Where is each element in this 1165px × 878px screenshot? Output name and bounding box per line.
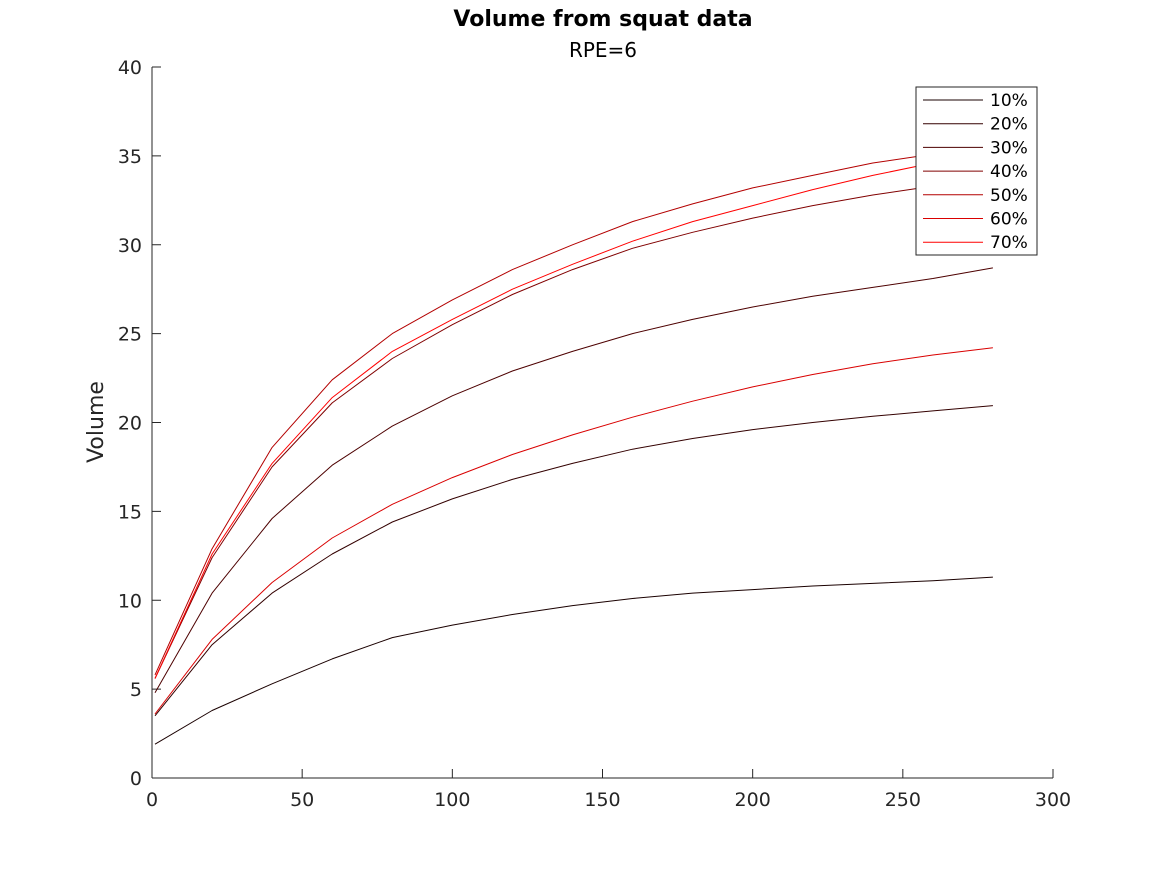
series-line-7 <box>154 153 993 679</box>
x-tick-label: 250 <box>885 789 921 811</box>
axes: 0 50 100 150 200 250 300 0 5 10 15 20 25 30 35 40 <box>118 57 1071 811</box>
legend-label: 70% <box>990 233 1028 253</box>
legend-label: 30% <box>990 138 1028 158</box>
chart-title: Volume from squat data <box>453 7 752 32</box>
y-tick-label: 15 <box>118 501 142 523</box>
y-axis-label: Volume <box>84 381 109 463</box>
legend-label: 50% <box>990 186 1028 206</box>
series-line-5 <box>154 144 993 676</box>
legend: 10% 20% 30% 40% 50% 60% 70% <box>915 86 1038 256</box>
x-tick-label: 300 <box>1035 789 1071 811</box>
x-tick-label: 0 <box>146 789 158 811</box>
series-line-2 <box>154 405 993 717</box>
x-tick-label: 100 <box>434 789 470 811</box>
legend-label: 10% <box>990 91 1028 111</box>
series-line-1 <box>154 576 993 745</box>
series-line-3 <box>154 267 993 693</box>
legend-label: 60% <box>990 210 1028 230</box>
x-tick-label: 200 <box>735 789 771 811</box>
y-tick-label: 30 <box>118 235 142 257</box>
series-group <box>154 144 993 745</box>
legend-label: 40% <box>990 162 1028 182</box>
x-tick-label: 150 <box>584 789 620 811</box>
y-tick-label: 25 <box>118 324 142 346</box>
y-tick-label: 40 <box>118 57 142 79</box>
y-tick-label: 35 <box>118 146 142 168</box>
series-line-6 <box>154 347 993 715</box>
legend-label: 20% <box>990 115 1028 135</box>
chart-subtitle: RPE=6 <box>569 38 637 62</box>
y-tick-label: 10 <box>118 590 142 612</box>
y-tick-label: 20 <box>118 413 142 435</box>
series-line-4 <box>154 178 993 679</box>
y-tick-label: 5 <box>130 679 142 701</box>
x-tick-label: 50 <box>290 789 314 811</box>
y-tick-label: 0 <box>130 768 142 790</box>
